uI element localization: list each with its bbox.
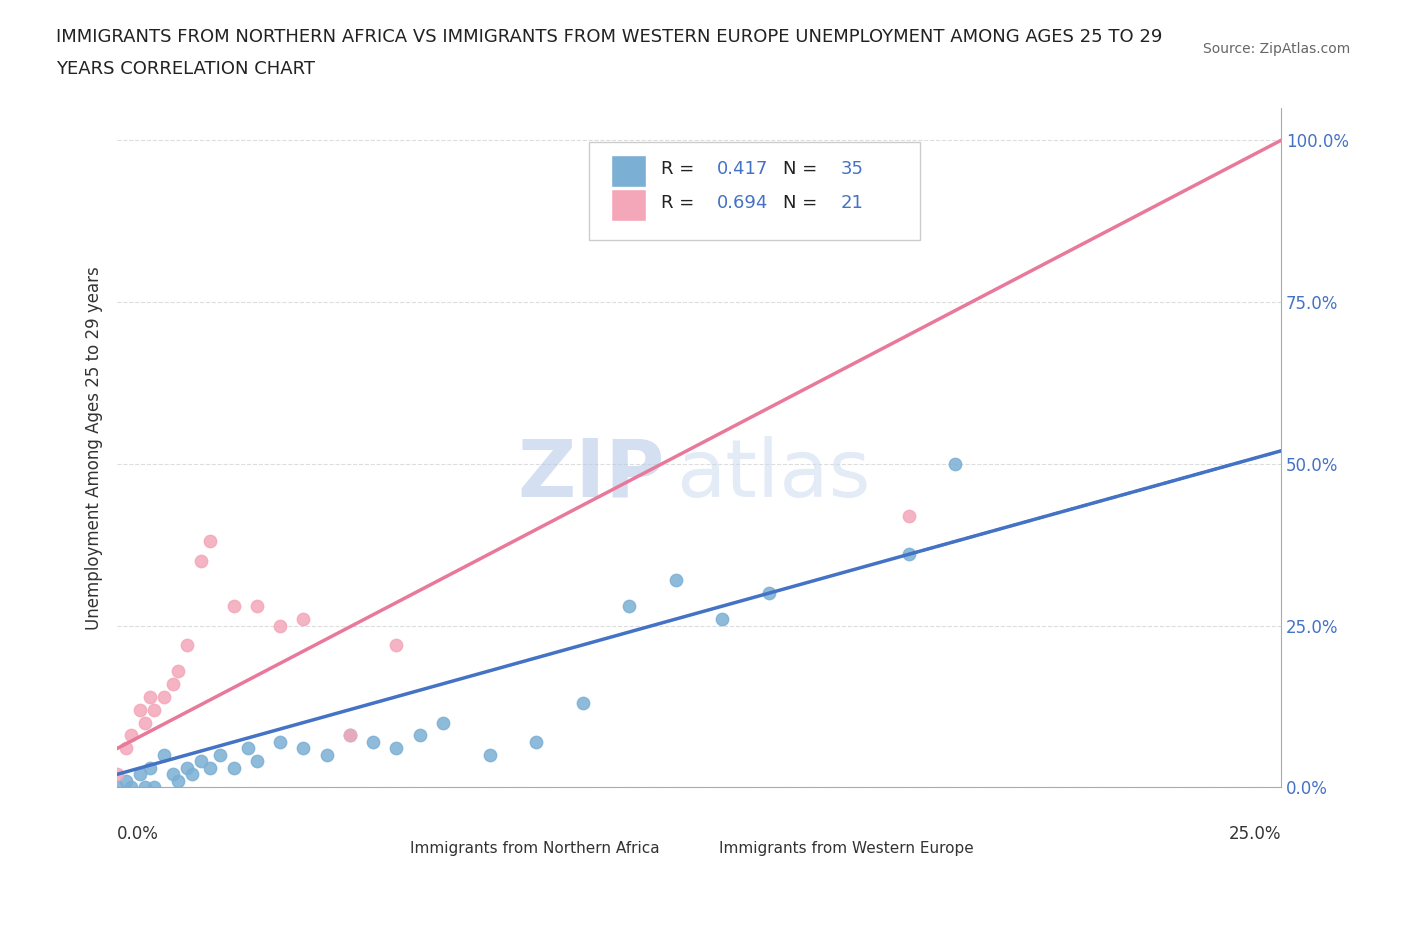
Point xyxy=(897,508,920,523)
Point xyxy=(524,735,547,750)
Text: Source: ZipAtlas.com: Source: ZipAtlas.com xyxy=(1202,42,1350,56)
Point xyxy=(120,780,142,795)
Point xyxy=(166,774,188,789)
Text: N =: N = xyxy=(783,194,817,212)
Text: atlas: atlas xyxy=(676,436,870,513)
Point xyxy=(105,780,128,795)
Point xyxy=(180,767,202,782)
Text: 0.417: 0.417 xyxy=(717,160,768,179)
Point xyxy=(897,547,920,562)
Point xyxy=(120,728,142,743)
Point xyxy=(200,534,222,549)
FancyBboxPatch shape xyxy=(373,835,404,861)
Point xyxy=(665,573,688,588)
Point xyxy=(409,728,432,743)
Point xyxy=(315,748,337,763)
Point xyxy=(361,735,384,750)
Point xyxy=(139,689,162,704)
Point xyxy=(143,780,166,795)
Point xyxy=(339,728,361,743)
Text: R =: R = xyxy=(661,160,700,179)
Point xyxy=(190,754,212,769)
FancyBboxPatch shape xyxy=(681,835,711,861)
Point xyxy=(665,210,688,225)
Point xyxy=(619,599,641,614)
Point xyxy=(432,715,454,730)
Text: 35: 35 xyxy=(841,160,865,179)
Point xyxy=(162,676,184,691)
Point xyxy=(143,702,166,717)
Point xyxy=(115,774,138,789)
Text: 25.0%: 25.0% xyxy=(1229,825,1281,843)
Text: Immigrants from Northern Africa: Immigrants from Northern Africa xyxy=(411,841,659,856)
Text: N =: N = xyxy=(783,160,817,179)
Point xyxy=(208,748,231,763)
Point xyxy=(129,702,152,717)
Text: R =: R = xyxy=(661,194,700,212)
Point xyxy=(176,761,198,776)
Text: Immigrants from Western Europe: Immigrants from Western Europe xyxy=(718,841,973,856)
Point xyxy=(269,735,291,750)
Point xyxy=(385,741,408,756)
Text: 0.694: 0.694 xyxy=(717,194,768,212)
Point xyxy=(162,767,184,782)
FancyBboxPatch shape xyxy=(610,189,645,221)
Y-axis label: Unemployment Among Ages 25 to 29 years: Unemployment Among Ages 25 to 29 years xyxy=(86,266,103,630)
Point xyxy=(134,715,156,730)
Text: YEARS CORRELATION CHART: YEARS CORRELATION CHART xyxy=(56,60,315,78)
Point xyxy=(339,728,361,743)
Point xyxy=(152,748,174,763)
Point xyxy=(943,457,966,472)
Point xyxy=(134,780,156,795)
Point xyxy=(105,767,128,782)
Point xyxy=(139,761,162,776)
Point xyxy=(152,689,174,704)
Point xyxy=(478,748,501,763)
Point xyxy=(176,637,198,652)
FancyBboxPatch shape xyxy=(589,142,920,241)
Text: IMMIGRANTS FROM NORTHERN AFRICA VS IMMIGRANTS FROM WESTERN EUROPE UNEMPLOYMENT A: IMMIGRANTS FROM NORTHERN AFRICA VS IMMIG… xyxy=(56,28,1163,46)
Point xyxy=(711,612,734,627)
Text: 0.0%: 0.0% xyxy=(117,825,159,843)
Point xyxy=(571,696,593,711)
Point xyxy=(190,553,212,568)
Point xyxy=(200,761,222,776)
Text: ZIP: ZIP xyxy=(517,436,664,513)
Point xyxy=(115,741,138,756)
Point xyxy=(246,754,269,769)
Point xyxy=(385,637,408,652)
Point xyxy=(129,767,152,782)
Point xyxy=(292,612,315,627)
FancyBboxPatch shape xyxy=(610,155,645,187)
Point xyxy=(166,663,188,678)
Point xyxy=(236,741,259,756)
Point xyxy=(246,599,269,614)
Text: 21: 21 xyxy=(841,194,863,212)
Point xyxy=(222,599,245,614)
Point xyxy=(758,586,780,601)
Point xyxy=(269,618,291,633)
Point xyxy=(292,741,315,756)
Point xyxy=(222,761,245,776)
